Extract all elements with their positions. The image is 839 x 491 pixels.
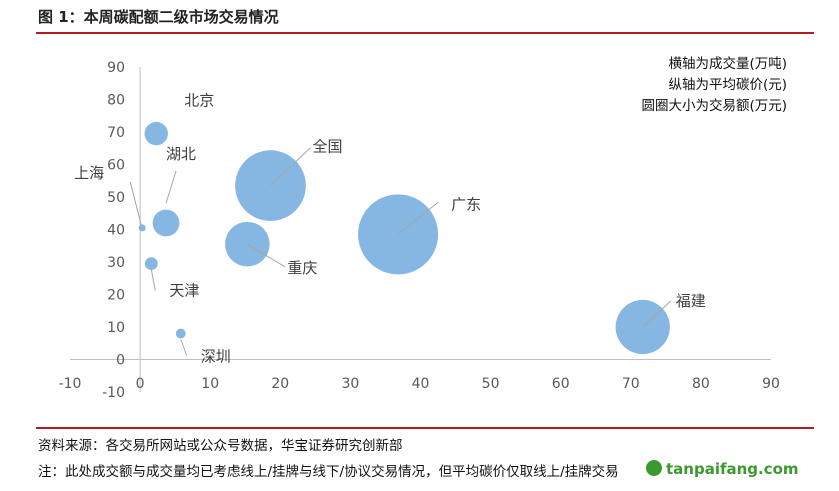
x-tick-label: 10 bbox=[201, 376, 219, 392]
leader-line bbox=[642, 300, 672, 328]
x-tick-label: 30 bbox=[341, 376, 359, 392]
bubble bbox=[138, 224, 146, 232]
source-note: 资料来源：各交易所网站或公众号数据，华宝证券研究创新部 bbox=[38, 438, 403, 454]
axes: -10 0 10 20 30 40 50 60 70 80 90 -10 0 10 20 30 40 50 60 70… bbox=[59, 60, 780, 401]
x-tick-label: -10 bbox=[59, 376, 82, 392]
title-divider bbox=[36, 32, 814, 34]
leader-line bbox=[397, 201, 439, 235]
figure-title: 图 1：本周碳配额二级市场交易情况 bbox=[38, 8, 279, 26]
legend-line: 纵轴为平均碳价(元) bbox=[668, 77, 787, 93]
leaf-icon bbox=[646, 460, 662, 476]
y-tick-label: 0 bbox=[116, 353, 125, 369]
footnote: 注：此处成交额与成交量均已考虑线上/挂牌与线下/协议交易情况，但平均碳价仅取线上… bbox=[38, 464, 619, 480]
x-tick-label: 90 bbox=[762, 376, 780, 392]
x-tick-label: 50 bbox=[482, 376, 500, 392]
bubble-label: 湖北 bbox=[166, 145, 196, 163]
leader-line bbox=[165, 170, 177, 204]
y-tick-label: 30 bbox=[107, 255, 125, 271]
bubble-label: 全国 bbox=[312, 138, 342, 156]
x-tick-label: 70 bbox=[622, 376, 640, 392]
leader-line bbox=[129, 181, 142, 225]
y-tick-label: 60 bbox=[107, 158, 125, 174]
legend-line: 横轴为成交量(万吨) bbox=[668, 55, 787, 72]
y-tick-label: -10 bbox=[102, 385, 125, 401]
bubble-label: 重庆 bbox=[287, 259, 317, 277]
y-tick-label: 20 bbox=[107, 288, 125, 304]
y-tick-label: 40 bbox=[107, 223, 125, 239]
bubble-label: 上海 bbox=[74, 164, 104, 182]
x-tick-label: 60 bbox=[552, 376, 570, 392]
bubble-label: 深圳 bbox=[201, 348, 231, 366]
bubble bbox=[152, 209, 180, 237]
x-tick-label: 20 bbox=[271, 376, 289, 392]
leader-line bbox=[270, 147, 311, 186]
bubble-label: 福建 bbox=[676, 292, 706, 310]
bubble-label: 广东 bbox=[451, 195, 481, 213]
leader-line bbox=[247, 243, 286, 268]
watermark-text: tanpaifang.com bbox=[666, 460, 799, 478]
bubbles bbox=[138, 121, 670, 355]
bubble-label: 天津 bbox=[169, 282, 199, 300]
bubble bbox=[175, 328, 186, 339]
x-tick-label: 80 bbox=[692, 376, 710, 392]
watermark-logo: tanpaifang.com bbox=[646, 460, 799, 478]
bubble bbox=[144, 121, 168, 146]
y-tick-label: 50 bbox=[107, 190, 125, 206]
leader-line bbox=[150, 269, 156, 291]
bubble-label: 北京 bbox=[184, 92, 214, 110]
legend: 横轴为成交量(万吨) 纵轴为平均碳价(元) 圆圈大小为交易额(万元) bbox=[641, 55, 787, 114]
y-tick-label: 70 bbox=[107, 125, 125, 141]
bubble-chart: -10 0 10 20 30 40 50 60 70 80 90 -10 0 10 20 30 40 50 60 70… bbox=[59, 55, 787, 401]
caption-divider bbox=[36, 427, 814, 429]
legend-line: 圆圈大小为交易额(万元) bbox=[641, 97, 787, 114]
y-tick-label: 80 bbox=[107, 93, 125, 109]
y-tick-label: 90 bbox=[107, 60, 125, 76]
x-tick-label: 40 bbox=[412, 376, 430, 392]
x-tick-label: 0 bbox=[136, 376, 145, 392]
bubble bbox=[144, 257, 158, 271]
y-tick-label: 10 bbox=[107, 320, 125, 336]
leader-line bbox=[180, 339, 188, 356]
